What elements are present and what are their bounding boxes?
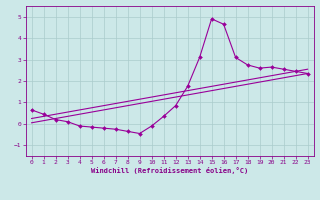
X-axis label: Windchill (Refroidissement éolien,°C): Windchill (Refroidissement éolien,°C) [91,167,248,174]
